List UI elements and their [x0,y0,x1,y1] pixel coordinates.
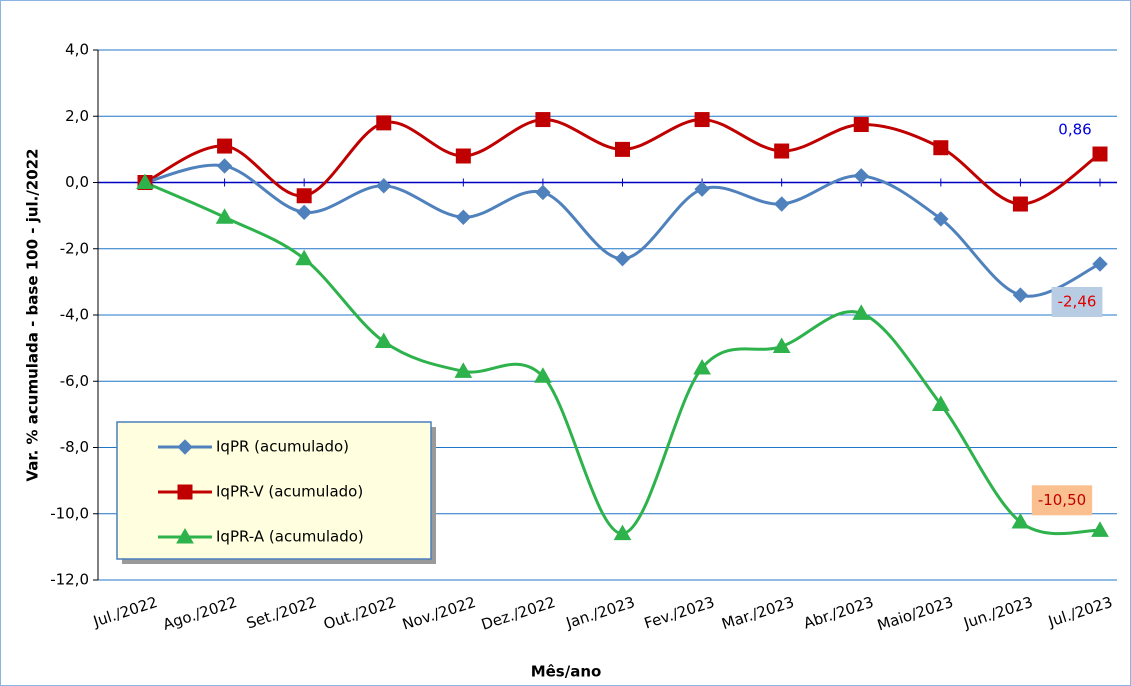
data-point [694,181,710,197]
y-tick-label: 4,0 [65,41,89,59]
legend-marker [177,439,193,455]
legend-label: IqPR (acumulado) [216,438,349,456]
data-point [613,524,632,541]
data-point [295,249,314,266]
data-point [535,112,551,128]
data-point [455,209,472,225]
data-point [614,250,631,267]
legend: IqPR (acumulado) IqPR-V (acumulado) IqPR-A… [116,421,436,564]
data-point [535,184,551,201]
y-tick-label: -10,0 [50,504,89,522]
data-point [216,158,233,174]
data-point [376,115,392,131]
data-point [852,304,871,320]
legend-label: IqPR-V (acumulado) [216,483,363,501]
data-point [772,337,791,353]
y-tick-label: 2,0 [65,107,89,125]
data-point [215,208,234,224]
data-point [217,138,233,154]
data-label: -2,46 [1058,292,1097,310]
y-tick-label: -12,0 [50,571,89,589]
y-tick-label: 0,0 [65,173,89,191]
y-tick-label: -6,0 [60,372,89,390]
legend-label: IqPR-A (acumulado) [216,528,364,546]
data-point [374,332,393,348]
data-point [455,148,471,164]
data-point [615,141,630,157]
data-point [1012,287,1029,303]
legend-marker [176,527,194,544]
y-axis-title: Var. % acumulada - base 100 - jul./2022 [24,148,42,481]
data-point [454,362,473,378]
data-label-box [1031,485,1093,516]
y-tick-label: -2,0 [60,239,89,257]
data-point [296,188,312,204]
data-point [933,211,949,227]
data-label: 0,86 [1058,121,1091,139]
data-point [1012,196,1028,212]
data-point [534,367,552,383]
data-point [693,358,711,375]
data-point [853,117,869,133]
data-label-box [1051,286,1103,317]
data-point [1091,521,1109,537]
y-tick-label: -8,0 [60,438,89,456]
data-point [773,196,790,212]
data-point [136,173,154,189]
data-point [774,143,790,159]
data-point [931,395,950,411]
data-point [694,112,710,128]
data-point [376,178,392,194]
data-point [933,140,949,156]
data-point [1092,146,1108,162]
x-axis-title: Mês/ano [531,663,602,681]
legend-marker [177,484,193,500]
data-point [853,168,869,184]
y-tick-label: -4,0 [60,306,89,324]
data-point [1092,256,1108,272]
data-point [1011,513,1030,529]
data-point [296,204,312,221]
data-label: -10,50 [1038,491,1086,509]
